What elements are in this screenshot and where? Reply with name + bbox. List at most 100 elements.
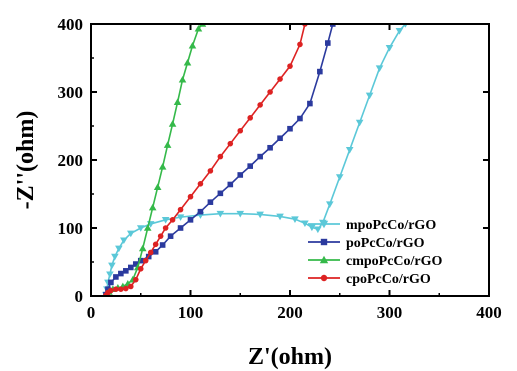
legend-label: cpoPcCo/rGO (346, 272, 431, 287)
data-point (115, 245, 123, 253)
data-point (153, 183, 162, 190)
data-point (187, 217, 194, 223)
series-2 (103, 24, 207, 296)
data-point (108, 287, 114, 294)
x-tick-label: 400 (476, 303, 502, 322)
data-point (176, 214, 185, 221)
data-point (314, 226, 322, 234)
data-point (257, 153, 263, 160)
series-3 (103, 24, 308, 296)
legend-marker (319, 255, 329, 264)
data-point (142, 257, 149, 264)
data-point (152, 249, 159, 255)
data-point (118, 286, 124, 293)
data-point (108, 262, 116, 270)
data-point (276, 213, 284, 221)
data-point (237, 172, 244, 178)
legend-marker (320, 238, 328, 246)
data-point (188, 41, 197, 49)
data-point (256, 211, 264, 219)
x-tick-label: 100 (178, 303, 204, 322)
data-point (207, 168, 214, 174)
data-point (169, 217, 176, 223)
data-point (167, 233, 174, 239)
data-point (194, 24, 203, 32)
data-point (207, 199, 214, 205)
data-point (132, 276, 139, 283)
x-tick-label: 300 (377, 303, 403, 322)
data-point (128, 283, 134, 290)
legend-marker (320, 274, 328, 282)
data-point (183, 58, 192, 66)
data-point (267, 89, 273, 95)
legend-label: poPcCo/rGO (346, 236, 425, 251)
data-point (308, 224, 316, 232)
data-point (177, 225, 184, 231)
data-point (217, 190, 224, 197)
data-point (132, 261, 139, 267)
axes: 0 100 200 300 400 0 100 200 300 400 (58, 15, 502, 322)
data-point (163, 141, 172, 148)
data-point (267, 144, 273, 151)
data-point (147, 249, 154, 256)
y-tick-label: 100 (58, 219, 84, 238)
data-point (395, 28, 404, 35)
y-tick-label: 400 (58, 15, 84, 34)
data-point (143, 224, 152, 231)
data-point (227, 140, 234, 147)
data-point (159, 242, 166, 248)
data-point (158, 163, 167, 170)
data-point (326, 201, 334, 208)
data-point (375, 65, 384, 72)
data-point (287, 125, 293, 132)
data-point (161, 217, 170, 224)
data-point (118, 270, 124, 277)
data-point (217, 153, 224, 160)
data-point (123, 268, 129, 274)
legend-marker (319, 220, 329, 229)
y-tick-label: 200 (58, 151, 84, 170)
data-point (136, 225, 145, 232)
legend: mpoPcCo/rGO poPcCo/rGO cmpoPcCo/rGO cpoPcCo… (308, 218, 443, 287)
data-point (385, 45, 394, 52)
data-point (345, 147, 354, 154)
plot-area (102, 24, 408, 296)
data-point (329, 24, 336, 27)
data-point (148, 203, 157, 211)
data-point (247, 163, 253, 169)
data-point (365, 92, 374, 100)
y-tick-label: 300 (58, 83, 84, 102)
data-point (120, 237, 128, 245)
data-point (173, 98, 182, 105)
data-point (335, 174, 344, 181)
data-point (111, 253, 119, 261)
data-point (113, 286, 119, 293)
x-tick-label: 200 (277, 303, 303, 322)
data-point (137, 266, 144, 272)
data-point (197, 208, 204, 215)
data-point (287, 63, 293, 69)
data-point (317, 68, 323, 75)
data-point (301, 220, 309, 228)
x-tick-label: 0 (87, 303, 96, 322)
data-point (157, 233, 164, 239)
data-point (277, 76, 283, 82)
x-axis-title: Z'(ohm) (248, 344, 332, 370)
data-point (307, 100, 313, 107)
data-point (227, 181, 234, 188)
data-point (187, 193, 194, 200)
data-point (108, 279, 114, 286)
data-point (128, 264, 134, 271)
data-point (177, 206, 184, 213)
data-point (236, 210, 245, 218)
data-point (113, 274, 119, 280)
data-point (162, 225, 169, 231)
data-point (247, 115, 253, 121)
data-point (237, 127, 244, 134)
data-point (127, 230, 135, 238)
data-point (137, 257, 144, 264)
data-point (277, 135, 283, 142)
data-point (105, 286, 111, 292)
y-axis-title: -Z''(ohm) (13, 111, 39, 210)
